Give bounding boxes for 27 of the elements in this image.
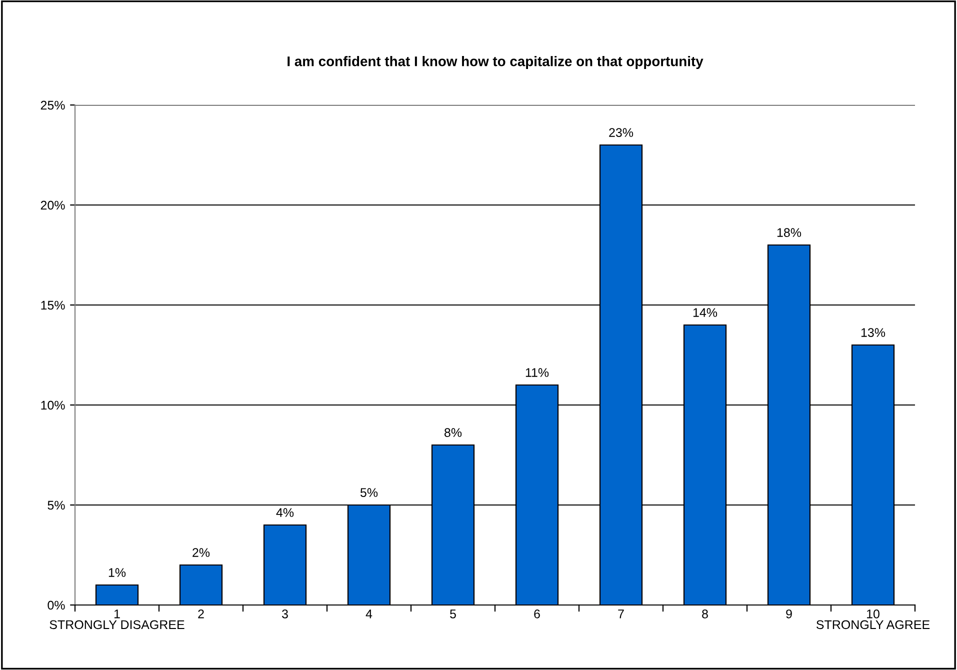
- x-tick-label: 2: [198, 609, 204, 618]
- x-tick-label: 8: [702, 609, 708, 618]
- data-label: 14%: [693, 308, 718, 317]
- x-tick-label: 5: [450, 610, 456, 618]
- x-tick-label: 9: [786, 609, 792, 618]
- data-label: 23%: [609, 128, 634, 137]
- x-tick-label: 1 STRONGLY DISAGREE: [50, 610, 184, 630]
- y-tick-label: 20%: [40, 200, 65, 210]
- data-label: 4%: [276, 508, 294, 517]
- data-label: 8%: [444, 428, 462, 437]
- chart-title: I am confident that I know how to capitalize on that opportunity: [288, 56, 704, 69]
- x-tick-label: 4: [366, 610, 372, 618]
- data-label: 18%: [777, 228, 802, 237]
- y-tick-label: 25%: [40, 100, 65, 110]
- y-tick-label: 0%: [48, 600, 65, 610]
- data-label: 2%: [192, 548, 210, 557]
- y-tick-label: 5%: [48, 500, 65, 510]
- data-label: 11%: [526, 368, 549, 377]
- x-tick-label: 6: [534, 609, 540, 618]
- data-label: 13%: [861, 328, 886, 337]
- data-label: 1%: [108, 568, 126, 577]
- x-tick-label: 7: [618, 610, 624, 618]
- y-tick-label: 10%: [41, 400, 65, 410]
- data-label: 5%: [360, 488, 378, 497]
- y-tick-label: 15%: [41, 300, 65, 310]
- x-tick-label: 3: [282, 609, 288, 618]
- x-tick-label: 10 STRONGLY AGREE: [816, 609, 930, 630]
